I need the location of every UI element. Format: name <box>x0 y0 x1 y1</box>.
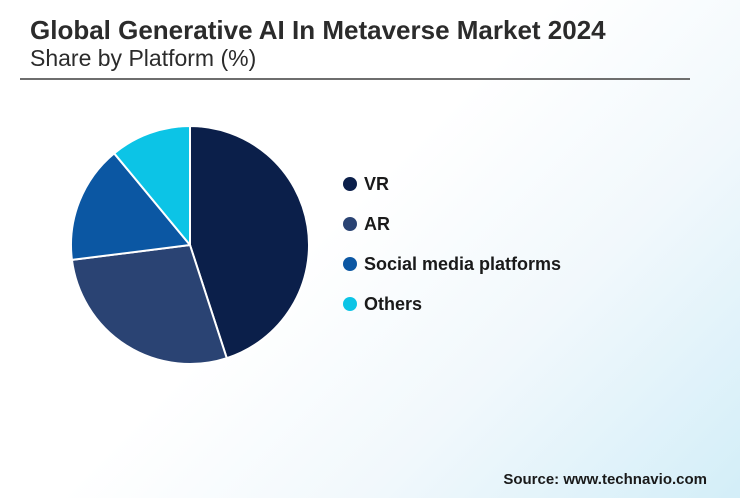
legend-label-ar: AR <box>364 213 390 234</box>
legend-item-social-media-platforms: Social media platforms <box>343 254 561 274</box>
legend-swatch-ar <box>343 217 357 231</box>
chart-legend: VR AR Social media platforms Others <box>343 174 561 334</box>
legend-item-others: Others <box>343 294 561 314</box>
title-divider <box>20 78 690 80</box>
pie-slice-others <box>113 125 191 246</box>
legend-label-social-media-platforms: Social media platforms <box>364 253 562 274</box>
legend-item-vr: VR <box>343 174 561 194</box>
legend-label-others: Others <box>364 293 423 314</box>
chart-subtitle: Share by Platform (%) <box>30 45 257 71</box>
pie-slice-vr <box>189 125 311 360</box>
legend-swatch-vr <box>343 177 357 191</box>
legend-swatch-others <box>343 297 357 311</box>
pie-slice-ar <box>70 244 228 365</box>
pie-slice-social-media-platforms <box>70 152 191 261</box>
source-credit: Source: www.technavio.com <box>503 471 707 488</box>
legend-label-vr: VR <box>364 173 390 194</box>
chart-title: Global Generative AI In Metaverse Market… <box>30 15 606 45</box>
legend-swatch-social-media-platforms <box>343 257 357 271</box>
legend-item-ar: AR <box>343 214 561 234</box>
